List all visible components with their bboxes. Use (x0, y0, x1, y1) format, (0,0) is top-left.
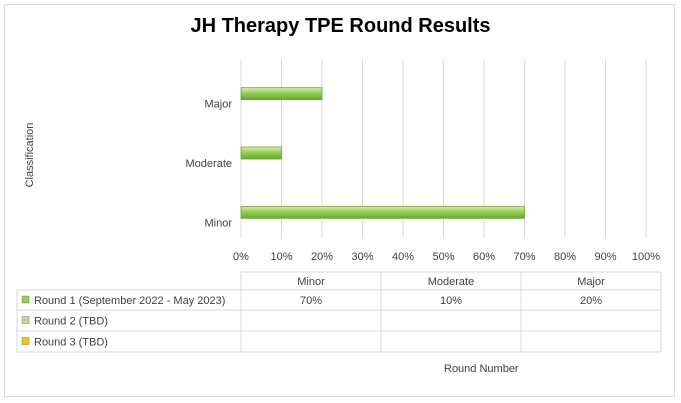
x-tick-label: 50% (432, 251, 454, 263)
legend-label: Round 2 (TBD) (34, 316, 108, 328)
table-value: 20% (580, 295, 602, 307)
legend-label: Round 1 (September 2022 - May 2023) (34, 295, 225, 307)
x-tick-label: 70% (513, 251, 535, 263)
table-header: Moderate (428, 276, 474, 288)
legend-key (21, 337, 30, 345)
table-header: Minor (297, 276, 325, 288)
x-tick-label: 0% (233, 251, 249, 263)
table-value: 70% (300, 295, 322, 307)
legend-key (21, 295, 30, 304)
chart-title: JH Therapy TPE Round Results (190, 15, 491, 37)
x-tick-label: 60% (473, 251, 495, 263)
x-tick-label: 100% (632, 251, 660, 263)
x-tick-label: 40% (392, 251, 414, 263)
bar (240, 87, 323, 101)
x-tick-label: 80% (554, 251, 576, 263)
x-tick-label: 90% (594, 251, 616, 263)
table-header: Major (577, 276, 605, 288)
x-tick-label: 30% (351, 251, 373, 263)
bar (240, 205, 525, 219)
category-label: Minor (204, 217, 232, 229)
x-tick-label: 10% (270, 251, 292, 263)
category-label: Major (204, 99, 232, 111)
category-label: Moderate (186, 158, 232, 170)
table-value: 10% (440, 295, 462, 307)
bar (240, 146, 282, 160)
x-tick-label: 20% (311, 251, 333, 263)
x-axis-label: Round Number (444, 363, 519, 375)
legend-label: Round 3 (TBD) (34, 337, 108, 349)
legend-key (21, 316, 30, 324)
chart-frame (4, 4, 675, 397)
